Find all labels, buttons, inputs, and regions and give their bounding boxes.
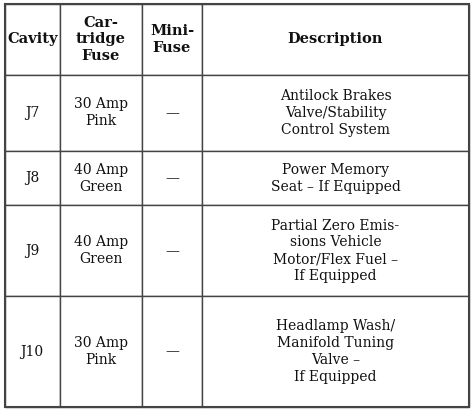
Bar xyxy=(60,206,142,296)
Text: —: — xyxy=(165,344,179,358)
Bar xyxy=(142,4,202,75)
Text: Power Memory
Seat – If Equipped: Power Memory Seat – If Equipped xyxy=(271,163,401,194)
Bar xyxy=(5,151,60,206)
Bar xyxy=(202,206,469,296)
Text: 40 Amp
Green: 40 Amp Green xyxy=(74,163,128,194)
Bar xyxy=(5,296,60,407)
Bar xyxy=(202,296,469,407)
Text: J8: J8 xyxy=(25,171,39,185)
Bar xyxy=(60,151,142,206)
Bar xyxy=(202,4,469,75)
Text: Antilock Brakes
Valve/Stability
Control System: Antilock Brakes Valve/Stability Control … xyxy=(280,89,392,136)
Bar xyxy=(142,151,202,206)
Text: 40 Amp
Green: 40 Amp Green xyxy=(74,236,128,266)
Text: J10: J10 xyxy=(20,344,44,358)
Bar xyxy=(60,296,142,407)
Text: —: — xyxy=(165,106,179,120)
Bar xyxy=(142,296,202,407)
Text: 30 Amp
Pink: 30 Amp Pink xyxy=(74,97,128,128)
Bar xyxy=(142,206,202,296)
Bar xyxy=(202,75,469,151)
Bar xyxy=(60,75,142,151)
Text: Car-
tridge
Fuse: Car- tridge Fuse xyxy=(76,16,126,63)
Text: J7: J7 xyxy=(25,106,39,120)
Bar xyxy=(142,75,202,151)
Text: Description: Description xyxy=(288,32,383,46)
Text: Headlamp Wash/
Manifold Tuning
Valve –
If Equipped: Headlamp Wash/ Manifold Tuning Valve – I… xyxy=(276,319,395,383)
Text: —: — xyxy=(165,171,179,185)
Bar xyxy=(60,4,142,75)
Bar xyxy=(5,4,60,75)
Text: 30 Amp
Pink: 30 Amp Pink xyxy=(74,336,128,367)
Bar xyxy=(5,75,60,151)
Text: J9: J9 xyxy=(25,244,39,258)
Bar xyxy=(5,206,60,296)
Bar xyxy=(202,151,469,206)
Text: Cavity: Cavity xyxy=(7,32,57,46)
Text: Mini-
Fuse: Mini- Fuse xyxy=(150,24,194,55)
Text: Partial Zero Emis-
sions Vehicle
Motor/Flex Fuel –
If Equipped: Partial Zero Emis- sions Vehicle Motor/F… xyxy=(272,219,400,283)
Text: —: — xyxy=(165,244,179,258)
